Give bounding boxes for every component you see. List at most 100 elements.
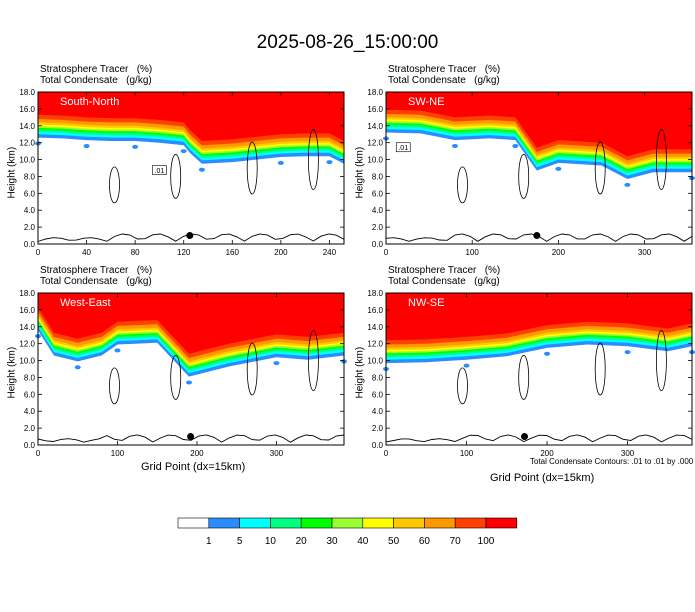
condensate-contour: [170, 154, 182, 199]
condensate-contour: [594, 342, 606, 396]
ylabel-tr: Height (km): [354, 146, 366, 199]
panel-nw-se: NW-SE 0.0 2.0 4.0 6.0 8.0 10.0 12.0 14.0 16.0 18.0…: [367, 289, 695, 458]
y-tick-label: 16.0: [19, 306, 35, 315]
y-tick-label: 10.0: [19, 156, 35, 165]
contour-label-box: [152, 165, 167, 175]
tracer-cell: [451, 144, 458, 149]
panel-label: South-North: [60, 96, 119, 108]
x-tick-label: 200: [540, 449, 554, 458]
y-tick-label: 0.0: [24, 441, 36, 450]
panel-header-south-north: Stratosphere Tracer (%) Total Condensate …: [40, 64, 152, 86]
legend-label: 60: [419, 536, 431, 547]
x-tick-label: 100: [111, 449, 125, 458]
contour-label: .01: [155, 168, 165, 175]
colorbar-legend: 1 5 10 20 30 40 50 60 70 100: [177, 517, 518, 547]
panel-west-east: West-East 0.0 2.0 4.0 6.0 8.0 10.0 12.0 14.0 16.0…: [19, 289, 347, 458]
y-tick-label: 4.0: [24, 407, 36, 416]
tracer-cell: [180, 149, 187, 154]
legend-swatch: [208, 517, 240, 529]
tracer-band-9: [38, 92, 344, 141]
y-tick-label: 4.0: [24, 206, 36, 215]
location-marker: [186, 232, 194, 240]
x-tick-label: 0: [36, 248, 41, 257]
condensate-contour: [109, 367, 120, 405]
legend-swatch: [270, 517, 302, 529]
legend-label: 40: [357, 536, 369, 547]
tracer-band-9: [38, 293, 344, 354]
x-tick-label: 240: [323, 248, 337, 257]
x-tick-label: 300: [621, 449, 635, 458]
plot-frame: [37, 292, 345, 446]
ylabel-bl: Height (km): [6, 346, 18, 399]
location-marker: [187, 433, 195, 441]
header-line2: Total Condensate (g/kg): [40, 75, 152, 86]
tracer-cell: [74, 365, 81, 370]
condensate-contour: [457, 166, 468, 204]
location-marker: [521, 433, 529, 441]
x-tick-label: 200: [552, 248, 566, 257]
header-line1: Stratosphere Tracer (%): [40, 64, 153, 75]
contour-note: Total Condensate Contours: .01 to .01 by…: [530, 457, 694, 466]
page-title: 2025-08-26_15:00:00: [256, 32, 439, 53]
y-tick-label: 6.0: [372, 390, 384, 399]
y-tick-label: 0.0: [372, 441, 384, 450]
y-tick-label: 0.0: [24, 240, 36, 249]
header-line2: Total Condensate (g/kg): [40, 276, 152, 287]
y-tick-label: 18.0: [19, 289, 35, 298]
legend-label: 1: [206, 536, 212, 547]
panel-label: West-East: [60, 297, 111, 309]
y-tick-label: 14.0: [367, 323, 383, 332]
y-tick-label: 16.0: [367, 105, 383, 114]
y-tick-label: 10.0: [367, 357, 383, 366]
y-tick-label: 10.0: [19, 357, 35, 366]
header-line1: Stratosphere Tracer (%): [388, 64, 501, 75]
condensate-contour: [518, 154, 530, 199]
condensate-contour: [655, 330, 667, 391]
tracer-band-9: [386, 92, 692, 157]
panel-header-sw-ne: Stratosphere Tracer (%) Total Condensate …: [388, 64, 500, 86]
x-tick-label: 100: [460, 449, 474, 458]
legend-label: 70: [450, 536, 462, 547]
y-tick-label: 6.0: [24, 189, 36, 198]
x-tick-label: 0: [384, 248, 389, 257]
panel-south-north: .01 South-North 0.0 2.0 4.0 6.0 8.0 10.0 12.0 14.…: [19, 88, 345, 257]
y-tick-label: 2.0: [24, 424, 36, 433]
y-tick-label: 16.0: [367, 306, 383, 315]
legend-swatch: [300, 517, 333, 529]
legend-label: 10: [265, 536, 277, 547]
contour-label: .01: [398, 145, 408, 152]
y-tick-label: 12.0: [19, 139, 35, 148]
legend-swatch: [239, 517, 271, 529]
y-tick-label: 18.0: [19, 88, 35, 97]
y-tick-label: 8.0: [372, 172, 384, 181]
condensate-contour: [594, 141, 606, 195]
tracer-cell: [555, 166, 562, 171]
header-line1: Stratosphere Tracer (%): [40, 265, 153, 276]
terrain-contour: [385, 434, 693, 443]
x-tick-label: 120: [177, 248, 191, 257]
legend-label: 5: [237, 536, 243, 547]
tracer-cell: [114, 348, 121, 353]
x-tick-label: 300: [270, 449, 284, 458]
y-tick-label: 16.0: [19, 105, 35, 114]
y-tick-label: 8.0: [24, 373, 36, 382]
y-tick-label: 2.0: [24, 223, 36, 232]
y-tick-label: 8.0: [24, 172, 36, 181]
x-tick-label: 100: [466, 248, 480, 257]
contour-label-box: [395, 142, 411, 153]
legend-swatch: [424, 517, 456, 529]
condensate-contour: [307, 330, 319, 391]
legend-swatch: [393, 517, 425, 529]
panel-label: SW-NE: [408, 96, 444, 108]
y-tick-label: 12.0: [367, 340, 383, 349]
tracer-cell: [512, 144, 519, 149]
x-tick-label: 80: [131, 248, 140, 257]
condensate-contour: [518, 355, 530, 400]
x-tick-label: 200: [190, 449, 204, 458]
legend-swatch: [485, 517, 518, 529]
legend-swatch: [177, 517, 210, 529]
condensate-contour: [246, 141, 258, 195]
y-tick-label: 18.0: [367, 289, 383, 298]
header-line2: Total Condensate (g/kg): [388, 276, 500, 287]
y-tick-label: 14.0: [367, 122, 383, 131]
